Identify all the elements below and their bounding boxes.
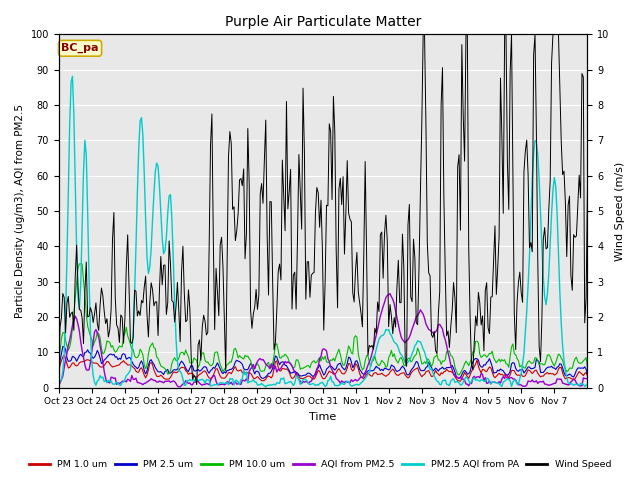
Title: Purple Air Particulate Matter: Purple Air Particulate Matter <box>225 15 421 29</box>
Legend: PM 1.0 um, PM 2.5 um, PM 10.0 um, AQI from PM2.5, PM2.5 AQI from PA, Wind Speed: PM 1.0 um, PM 2.5 um, PM 10.0 um, AQI fr… <box>25 456 615 473</box>
X-axis label: Time: Time <box>309 412 337 422</box>
Text: BC_pa: BC_pa <box>61 43 99 53</box>
Y-axis label: Wind Speed (m/s): Wind Speed (m/s) <box>615 161 625 261</box>
Y-axis label: Particle Density (ug/m3), AQI from PM2.5: Particle Density (ug/m3), AQI from PM2.5 <box>15 104 25 318</box>
